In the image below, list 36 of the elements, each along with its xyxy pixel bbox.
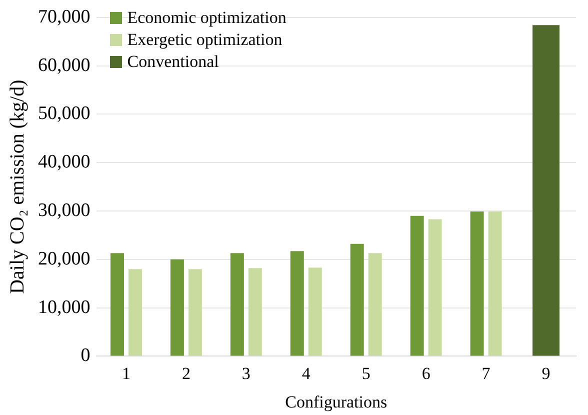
x-tick-label: 2 [182, 364, 190, 383]
legend-label: Economic optimization [126, 7, 286, 30]
x-tick-label: 6 [422, 364, 430, 383]
bar [128, 269, 142, 356]
bar [488, 211, 502, 356]
bar [410, 216, 424, 356]
y-tick-label: 50,000 [38, 103, 90, 124]
x-tick-label: 9 [542, 364, 550, 383]
bar [110, 253, 124, 356]
bar [532, 25, 560, 356]
legend-label: Exergetic optimization [126, 29, 284, 52]
y-tick-label: 20,000 [38, 248, 90, 270]
bar [188, 269, 202, 356]
y-axis-title: Daily CO₂ emission (kg/d) [6, 80, 28, 294]
x-tick-label: 1 [122, 364, 130, 383]
bar [248, 268, 262, 356]
bar [290, 251, 304, 356]
bar [308, 268, 322, 356]
bar [170, 259, 184, 356]
y-tick-label: 60,000 [38, 54, 90, 76]
x-tick-label: 3 [242, 364, 250, 383]
x-tick-label: 4 [302, 364, 311, 383]
x-tick-label: 7 [482, 364, 491, 383]
legend-label: Conventional [126, 51, 220, 74]
y-tick-label: 10,000 [38, 296, 90, 318]
x-tick-label: 5 [362, 364, 370, 383]
y-tick-label: 40,000 [38, 152, 90, 173]
y-tick-label: 30,000 [38, 200, 90, 221]
bar [368, 253, 382, 356]
x-axis-title: Configurations [285, 392, 388, 412]
bar [230, 253, 244, 356]
bar [470, 211, 484, 356]
y-tick-label: 0 [80, 345, 90, 366]
y-tick-label: 70,000 [38, 6, 90, 28]
bar [428, 219, 442, 356]
bar [350, 244, 364, 356]
